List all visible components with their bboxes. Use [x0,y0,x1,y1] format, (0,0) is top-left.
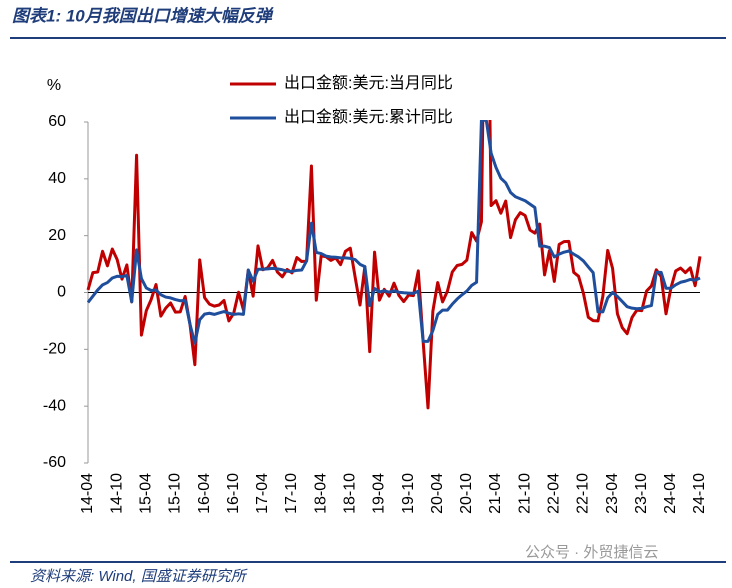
x-tick-label: 19-04 [371,473,388,514]
x-tick-label: 15-10 [167,473,184,514]
x-tick-label: 14-10 [108,473,125,514]
x-tick-label: 23-04 [604,473,621,514]
x-tick-label: 16-10 [225,473,242,514]
x-tick-label: 15-04 [138,473,155,514]
x-tick-label: 22-10 [575,473,592,514]
x-tick-label: 23-10 [633,473,650,514]
y-unit: % [47,77,61,94]
x-tick-label: 14-04 [79,473,96,514]
y-tick-label: -60 [43,454,66,471]
x-tick-label: 21-04 [487,473,504,514]
y-tick-label: -20 [43,341,66,358]
legend-label: 出口金额:美元:累计同比 [284,108,453,126]
watermark: 公众号 · 外贸捷信云 [525,544,658,561]
x-tick-label: 19-10 [400,473,417,514]
chart-title: 图表1: 10月我国出口增速大幅反弹 [12,6,274,25]
x-tick-label: 16-04 [196,473,213,514]
plot [86,120,702,410]
x-tick-label: 17-04 [254,473,271,514]
source: 资料来源: Wind, 国盛证券研究所 [30,568,248,585]
x-tick-label: 21-10 [516,473,533,514]
legend-label: 出口金额:美元:当月同比 [284,74,453,92]
series-line [86,120,702,410]
y-tick-label: 60 [48,113,66,130]
x-tick-label: 24-10 [691,473,708,514]
x-tick-label: 20-04 [429,473,446,514]
y-tick-label: -40 [43,397,66,414]
series-line [86,120,701,345]
x-tick-label: 20-10 [458,473,475,514]
x-tick-label: 18-04 [312,473,329,514]
y-tick-label: 20 [48,227,66,244]
x-tick-label: 22-04 [546,473,563,514]
y-tick-label: 40 [48,170,66,187]
x-tick-label: 18-10 [342,473,359,514]
y-tick-label: 0 [57,284,66,301]
x-tick-label: 24-04 [662,473,679,514]
x-tick-label: 17-10 [283,473,300,514]
